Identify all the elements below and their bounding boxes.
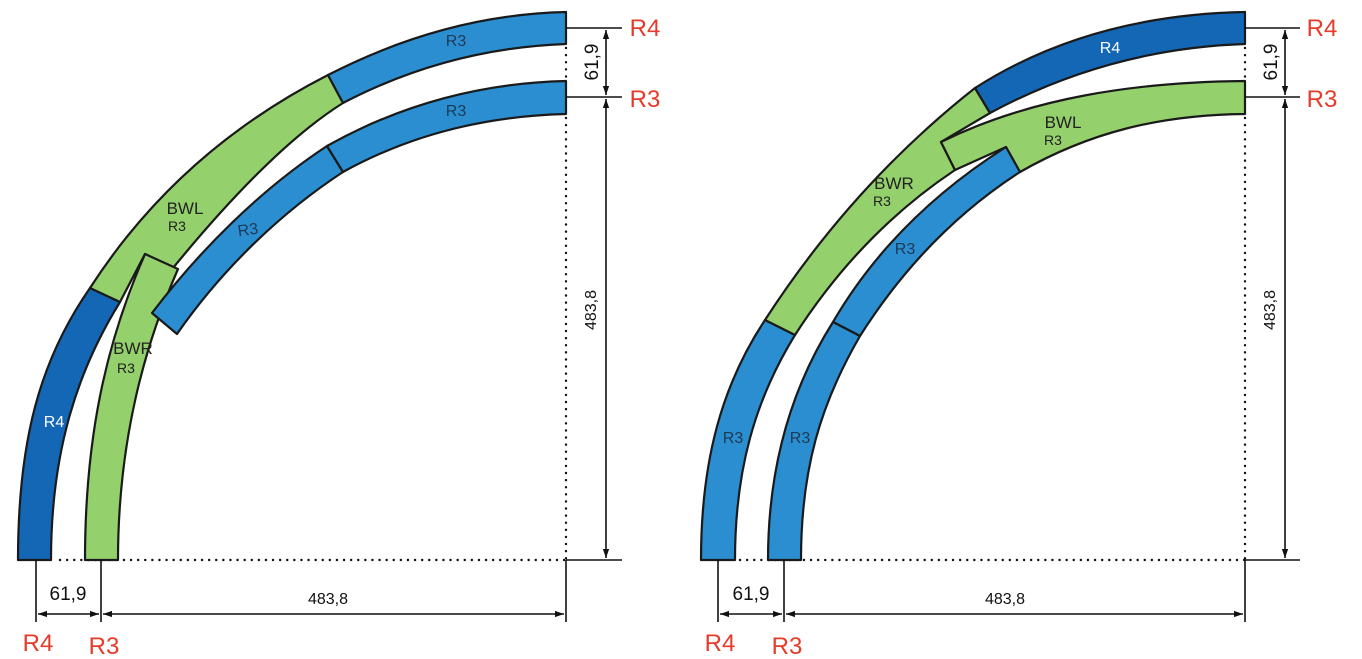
left-dim-radius-v-label: 483,8: [583, 290, 600, 330]
left-label-mid-inner: R3: [237, 221, 260, 241]
left-tag-bottom-left: R4: [23, 630, 54, 657]
left-dim-radius-h-label: 483,8: [308, 591, 348, 608]
right-label-bwl-radius: R3: [1044, 132, 1062, 148]
right-tag-right-bottom: R3: [1307, 86, 1338, 113]
right-tag-right-top: R4: [1307, 15, 1338, 42]
left-top-outer-r3-segment: [326, 10, 568, 105]
left-bwr-switch: [83, 252, 180, 562]
right-label-top-outer: R4: [1100, 40, 1121, 57]
right-top-outer-r4-segment: [973, 10, 1247, 115]
right-dim-radius-h-label: 483,8: [985, 591, 1025, 608]
right-track-diagram: R4 BWL R3 BWR R3 R3 R3 R3 61,9 483,8 61,…: [699, 10, 1338, 659]
left-label-bwr-radius: R3: [117, 360, 135, 376]
right-inner-upper-r3-segment: [831, 145, 1022, 338]
right-dim-gap-h-label: 61,9: [733, 584, 770, 605]
right-label-outer-lower: R3: [723, 430, 744, 447]
left-tag-right-bottom: R3: [630, 86, 661, 113]
right-dim-radius-v-label: 483,8: [1262, 290, 1279, 330]
right-label-bwl-name: BWL: [1045, 113, 1082, 132]
left-label-bwl-name: BWL: [167, 199, 204, 218]
left-label-r4: R4: [44, 414, 65, 431]
right-tag-bottom-left: R4: [705, 630, 736, 657]
left-dim-gap-h-label: 61,9: [50, 584, 87, 605]
left-label-top-outer: R3: [446, 33, 467, 50]
left-label-bwr-name: BWR: [113, 339, 153, 358]
right-tag-bottom-right: R3: [772, 633, 803, 659]
left-tag-right-top: R4: [630, 15, 661, 42]
right-dim-gap-v-label: 61,9: [1261, 44, 1282, 81]
right-label-bwr-radius: R3: [873, 193, 891, 209]
left-tag-bottom-right: R3: [89, 633, 120, 659]
right-label-bwr-name: BWR: [874, 174, 914, 193]
right-label-inner-lower: R3: [790, 430, 811, 447]
left-dim-gap-v-label: 61,9: [582, 44, 603, 81]
right-inner-lower-r3-segment: [766, 320, 862, 562]
left-top-inner-r3-segment: [325, 79, 568, 174]
right-label-inner-upper: R3: [895, 241, 916, 258]
right-bwl-switch: [939, 79, 1247, 174]
left-track-diagram: R3 R3 R3 R4 BWL R3 BWR R3 61,9 483,8 61,…: [16, 10, 661, 659]
left-label-bwl-radius: R3: [168, 218, 186, 234]
left-label-top-inner: R3: [446, 103, 467, 120]
